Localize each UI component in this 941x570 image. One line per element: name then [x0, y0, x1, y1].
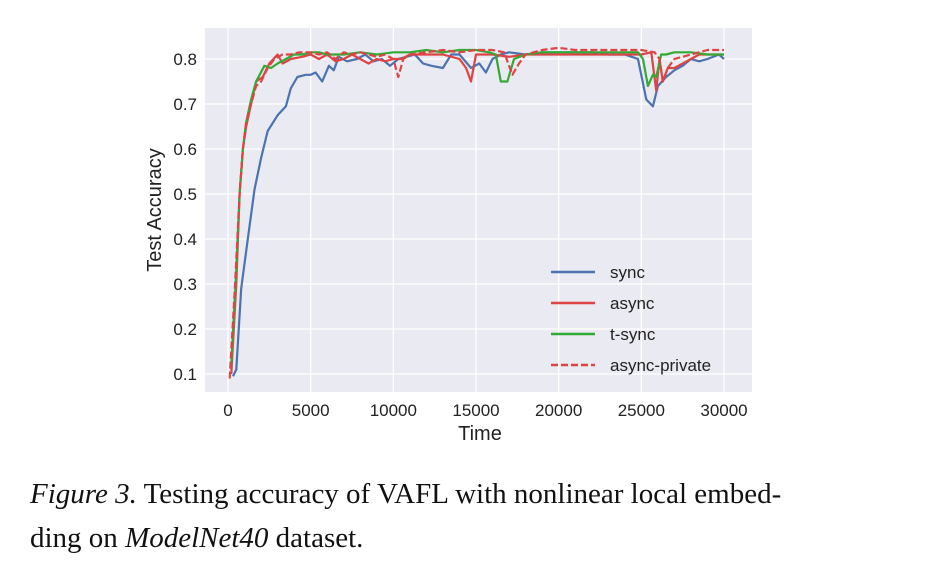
x-tick-label: 30000 — [700, 401, 747, 420]
y-tick-label: 0.3 — [173, 275, 197, 294]
y-tick-label: 0.4 — [173, 230, 197, 249]
y-tick-label: 0.5 — [173, 185, 197, 204]
caption-text-2b: dataset. — [268, 522, 364, 554]
figure-caption-line2: ding on ModelNet40 dataset. — [30, 522, 363, 555]
y-tick-label: 0.7 — [173, 95, 197, 114]
x-tick-label: 0 — [223, 401, 232, 420]
legend-label: async-private — [610, 356, 711, 375]
figure-caption: Figure 3. Testing accuracy of VAFL with … — [30, 478, 781, 511]
series-line-t-sync — [230, 48, 724, 366]
legend-label: sync — [610, 263, 645, 282]
legend: sync async t-sync async-private — [551, 263, 711, 375]
x-tick-label: 25000 — [618, 401, 665, 420]
y-tick-label: 0.2 — [173, 320, 197, 339]
x-tick-label: 5000 — [292, 401, 330, 420]
legend-label: t-sync — [610, 325, 656, 344]
series-line-sync — [232, 51, 725, 377]
series-line-async — [230, 51, 724, 375]
caption-text-2a: ding on — [30, 522, 126, 554]
x-axis-label: Time — [458, 423, 502, 445]
caption-text: Testing accuracy of VAFL with nonlinear … — [136, 478, 782, 510]
caption-dataset: ModelNet40 — [125, 522, 269, 554]
accuracy-chart: 0 5000 10000 15000 20000 25000 30000 0.1 0.2 0.3… — [144, 28, 752, 445]
plot-area — [205, 28, 752, 392]
y-axis-label: Test Accuracy — [144, 148, 166, 271]
caption-label: Figure 3. — [30, 478, 137, 510]
y-tick-label: 0.6 — [173, 140, 197, 159]
x-tick-label: 20000 — [535, 401, 582, 420]
y-tick-label: 0.8 — [173, 50, 197, 69]
x-tick-label: 10000 — [370, 401, 417, 420]
series-line-async-private — [228, 46, 724, 379]
y-tick-label: 0.1 — [173, 365, 197, 384]
x-tick-label: 15000 — [452, 401, 499, 420]
legend-label: async — [610, 294, 655, 313]
